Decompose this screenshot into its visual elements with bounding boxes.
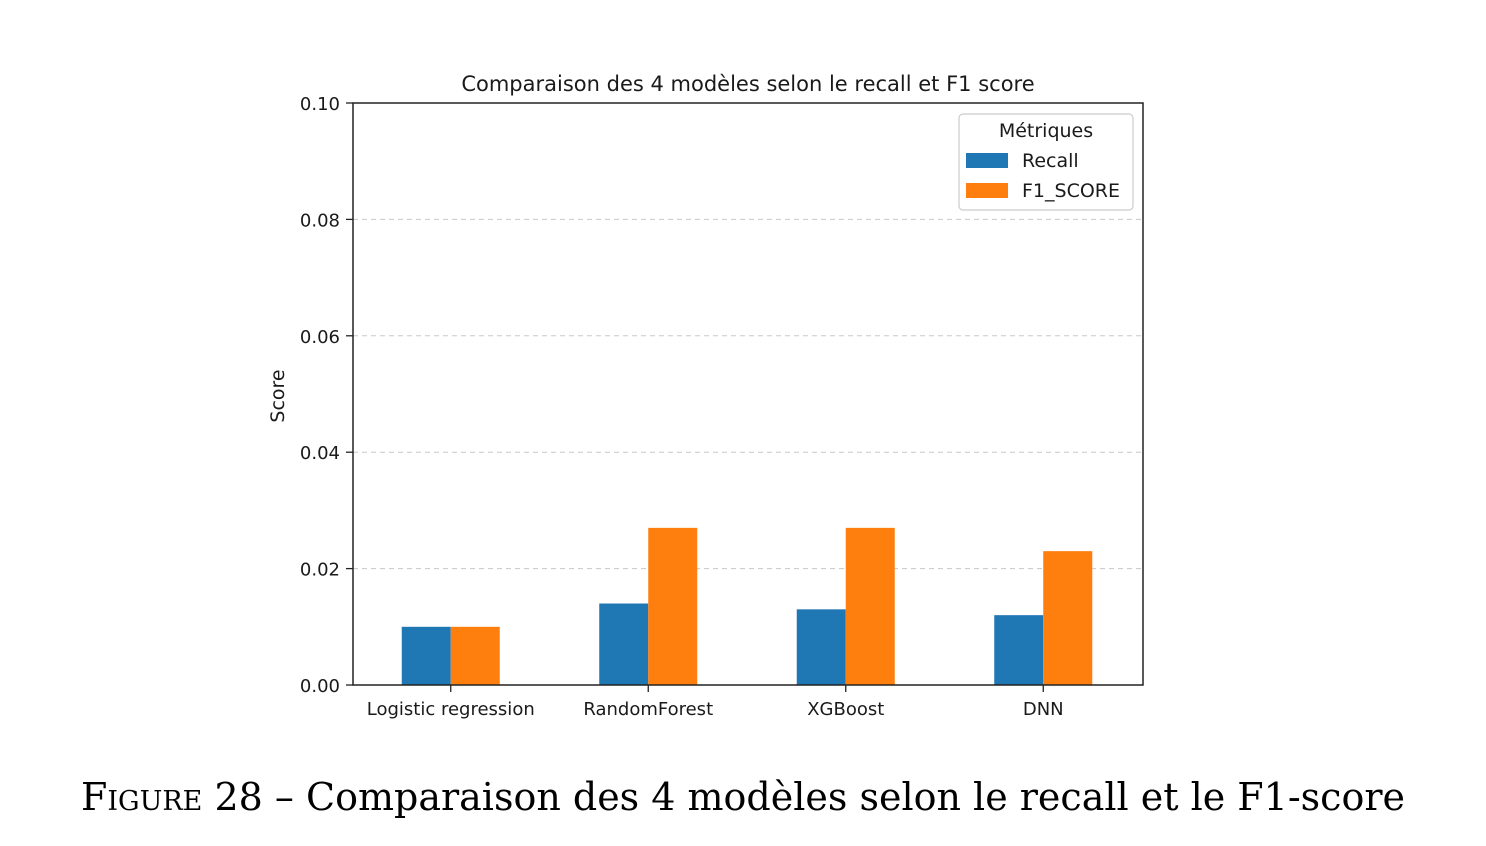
bar-f1-score-1 [648,528,697,685]
chart-title: Comparaison des 4 modèles selon le recal… [461,72,1034,96]
bar-recall-3 [994,615,1043,685]
x-tick-label: DNN [1023,699,1064,720]
y-tick-label: 0.00 [300,676,340,697]
legend: Métriques Recall F1_SCORE [959,114,1133,210]
legend-swatch-f1-score [966,183,1008,198]
legend-title: Métriques [999,120,1093,142]
bar-f1-score-3 [1043,551,1092,685]
bar-recall-1 [599,604,648,685]
y-tick-label: 0.02 [300,560,340,581]
bar-recall-0 [402,627,451,685]
figure-number: Figure 28 [81,775,263,819]
bar-f1-score-0 [451,627,500,685]
bars [402,528,1093,685]
y-axis-ticks: 0.00 0.02 0.04 0.06 0.08 0.10 [300,94,353,697]
y-tick-label: 0.10 [300,94,340,115]
y-tick-label: 0.08 [300,210,340,231]
legend-label-recall: Recall [1022,150,1079,172]
x-tick-label: RandomForest [583,699,713,720]
x-tick-label: XGBoost [807,699,884,720]
gridlines [353,219,1143,568]
figure-caption: Figure 28 – Comparaison des 4 modèles se… [0,775,1486,819]
legend-label-f1-score: F1_SCORE [1022,180,1120,202]
y-tick-label: 0.06 [300,327,340,348]
y-axis-label: Score [267,369,289,422]
figure-caption-text: – Comparaison des 4 modèles selon le rec… [275,775,1405,819]
legend-swatch-recall [966,153,1008,168]
x-tick-label: Logistic regression [367,699,535,720]
bar-recall-2 [797,609,846,685]
y-tick-label: 0.04 [300,443,340,464]
bar-f1-score-2 [846,528,895,685]
x-axis-ticks: Logistic regression RandomForest XGBoost DN… [367,685,1064,720]
